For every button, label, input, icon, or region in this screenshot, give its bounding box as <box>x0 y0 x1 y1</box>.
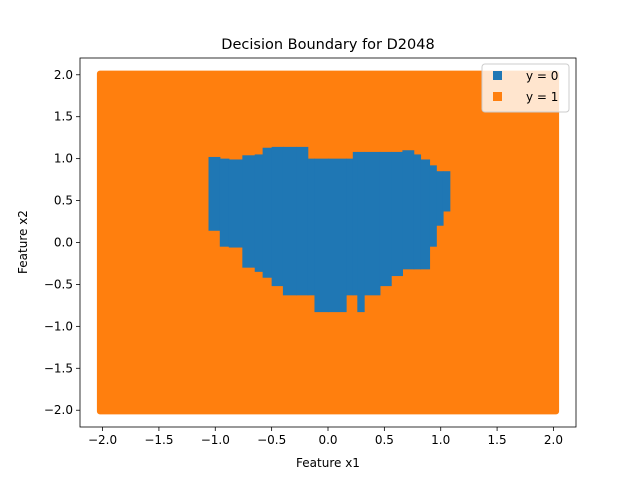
legend-label-y1: y = 1 <box>526 90 558 104</box>
region-y0-column-1 <box>219 158 230 247</box>
x-tick-label: −1.5 <box>144 433 173 447</box>
region-y0-column-3 <box>242 155 256 268</box>
x-axis-label: Feature x1 <box>296 456 360 470</box>
chart-title: Decision Boundary for D2048 <box>221 37 434 53</box>
y-tick-label: 1.0 <box>54 152 73 166</box>
y-axis-label: Feature x2 <box>16 210 30 274</box>
legend-marker-y0 <box>493 71 502 80</box>
region-y0-column-16 <box>379 151 392 287</box>
x-tick-label: −2.0 <box>88 433 117 447</box>
legend: y = 0 y = 1 <box>481 63 570 113</box>
region-y0-column-11 <box>328 158 347 313</box>
region-y0-column-6 <box>271 146 284 287</box>
region-y0-column-18 <box>402 150 415 270</box>
region-y0-column-0 <box>208 156 221 231</box>
region-y0-column-5 <box>262 147 273 278</box>
x-tick-label: −0.5 <box>257 433 286 447</box>
x-axis-ticks: −2.0 −1.5 −1.0 −0.5 0.0 0.5 1.0 1.5 2.0 <box>88 427 563 447</box>
y-tick-label: −2.0 <box>44 403 73 417</box>
y-tick-label: 0.0 <box>54 236 73 250</box>
y-tick-label: 0.5 <box>54 194 73 208</box>
region-y0-column-19 <box>413 154 422 270</box>
legend-marker-y1 <box>493 92 502 101</box>
region-y0-column-9 <box>307 158 316 296</box>
region-y0-column-7 <box>282 146 298 296</box>
y-tick-label: −1.0 <box>44 319 73 333</box>
y-tick-label: 2.0 <box>54 68 73 82</box>
region-y0-column-8 <box>296 146 309 296</box>
y-axis-ticks: −2.0 −1.5 −1.0 −0.5 0.0 0.5 1.0 1.5 2.0 <box>44 68 80 417</box>
y-tick-label: 1.5 <box>54 110 73 124</box>
region-y0-column-22 <box>436 171 444 226</box>
region-y0-column-21 <box>429 165 437 247</box>
region-y0-column-15 <box>364 151 381 296</box>
x-tick-label: 2.0 <box>544 433 563 447</box>
region-y0-column-14 <box>357 151 365 313</box>
x-tick-label: 1.0 <box>431 433 450 447</box>
region-y0-column-2 <box>228 159 243 248</box>
region-y0-column-4 <box>254 154 264 272</box>
region-y0-column-20 <box>420 159 431 270</box>
legend-label-y0: y = 0 <box>526 69 558 83</box>
x-tick-label: −1.0 <box>201 433 230 447</box>
x-tick-label: 0.0 <box>318 433 337 447</box>
y-tick-label: −1.5 <box>44 361 73 375</box>
region-y0-column-13 <box>352 151 358 296</box>
plot-area <box>96 70 560 415</box>
region-y0-column-23 <box>442 171 451 212</box>
y-tick-label: −0.5 <box>44 277 73 291</box>
x-tick-label: 1.5 <box>488 433 507 447</box>
region-y0-column-12 <box>346 158 354 296</box>
x-tick-label: 0.5 <box>375 433 394 447</box>
legend-frame <box>481 63 570 113</box>
region-y0-column-17 <box>391 151 403 277</box>
region-y0-column-10 <box>314 158 329 313</box>
